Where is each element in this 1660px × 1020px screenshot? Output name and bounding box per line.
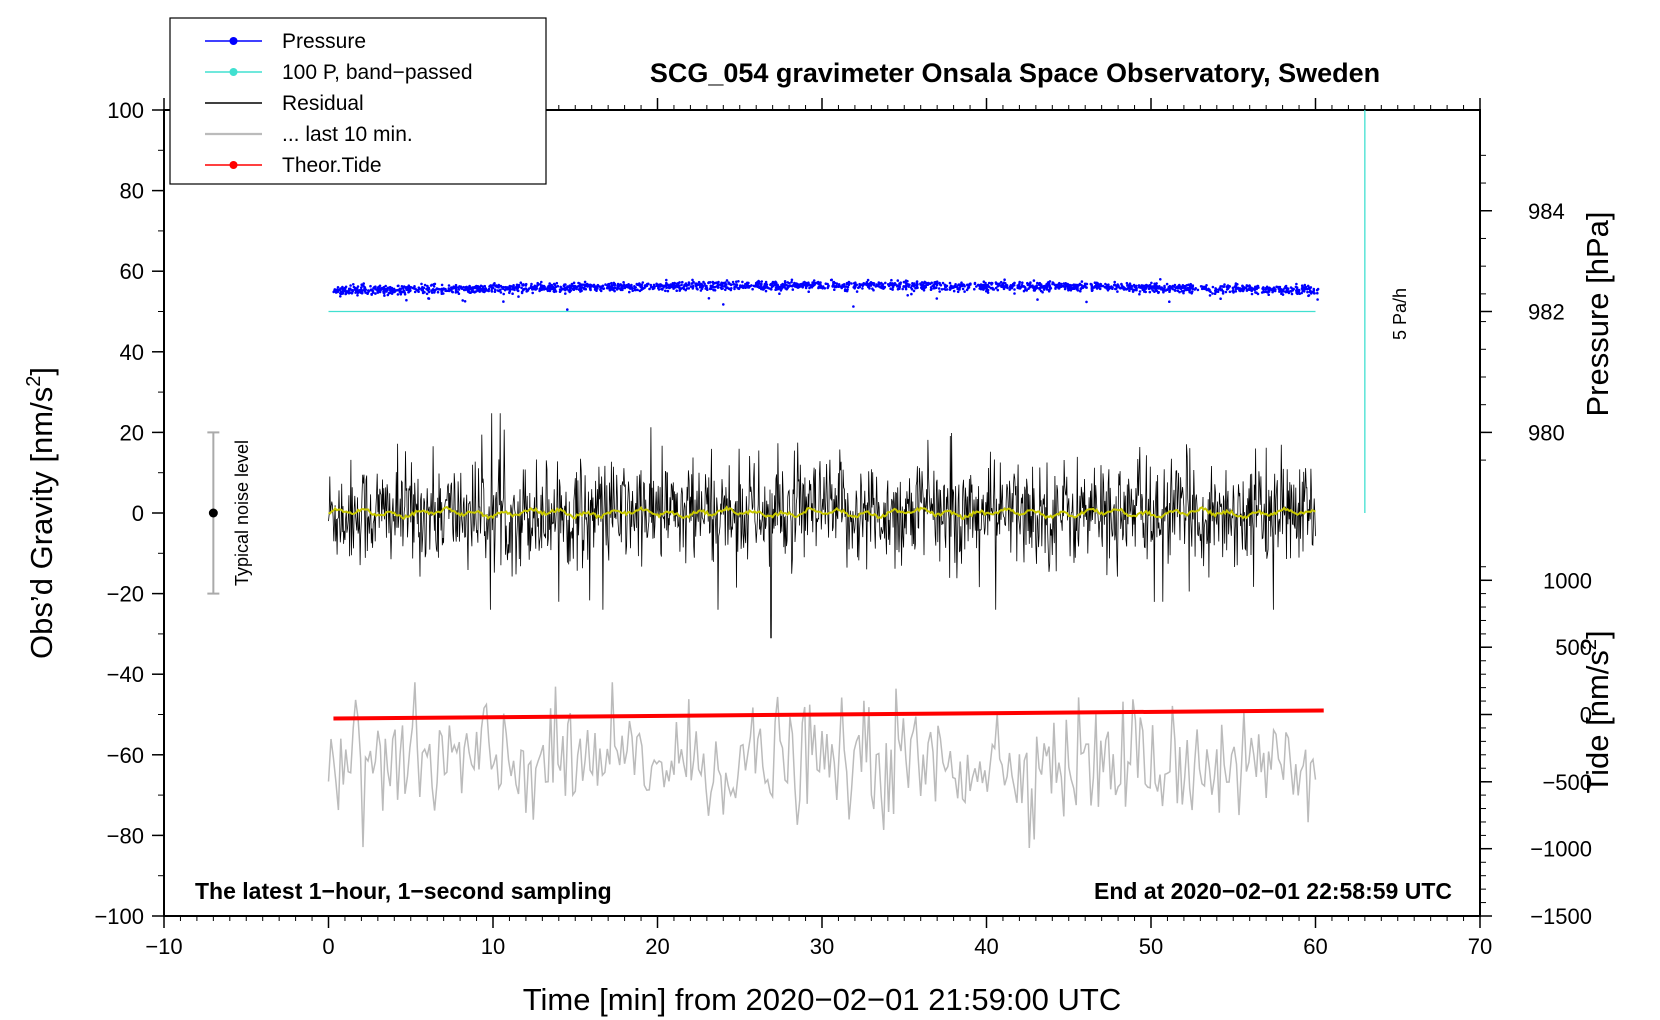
y-axis-label-pressure: Pressure [hPa] xyxy=(1580,211,1615,416)
y-tick-label: −80 xyxy=(107,823,144,848)
x-tick-label: 20 xyxy=(645,934,669,959)
series-residual-smoothed xyxy=(328,505,1316,521)
y-axis-tide: −1500 −1000 −500 0 500 1000 xyxy=(1480,566,1592,929)
x-tick-label: 70 xyxy=(1468,934,1492,959)
y-axis-label-gravity: Obs’d Gravity [nm/s2] xyxy=(23,367,59,659)
x-tick-label: 40 xyxy=(974,934,998,959)
tide-tick-label: −1500 xyxy=(1530,904,1592,929)
chart-title: SCG_054 gravimeter Onsala Space Observat… xyxy=(650,58,1380,88)
y-tick-label: −60 xyxy=(107,743,144,768)
bottom-left-note: The latest 1−hour, 1−second sampling xyxy=(195,878,612,904)
tide-tick-label: 0 xyxy=(1580,703,1592,728)
pressure-tick-label: 982 xyxy=(1528,300,1565,325)
tide-tick-label: −1000 xyxy=(1530,837,1592,862)
y-tick-label: 100 xyxy=(107,98,144,123)
y-tick-label: 20 xyxy=(120,420,144,445)
legend: Pressure 100 P, band−passed Residual ... la… xyxy=(169,17,547,185)
series-residual xyxy=(328,413,1316,639)
pressure-tick-label: 980 xyxy=(1528,420,1565,445)
legend-label: ... last 10 min. xyxy=(282,123,413,146)
y-tick-label: 80 xyxy=(120,179,144,204)
x-tick-label: 50 xyxy=(1139,934,1163,959)
noise-bar-label: Typical noise level xyxy=(232,440,252,586)
x-axis-label: Time [min] from 2020−02−01 21:59:00 UTC xyxy=(523,982,1122,1017)
y-axis-label-tide: Tide [nm/s2] xyxy=(1579,630,1615,793)
x-tick-label: −10 xyxy=(145,934,182,959)
tide-tick-label: 1000 xyxy=(1543,568,1592,593)
y-tick-label: 0 xyxy=(132,501,144,526)
y-tick-label: 40 xyxy=(120,340,144,365)
y-axis-pressure: 980 982 984 xyxy=(1480,154,1565,461)
noise-bar: Typical noise level xyxy=(207,431,252,595)
noise-bar-center xyxy=(208,508,218,518)
legend-label: Theor.Tide xyxy=(282,154,382,177)
legend-swatch-marker xyxy=(229,37,238,45)
series-layer xyxy=(327,277,1324,849)
y-tick-label: 60 xyxy=(120,259,144,284)
y-axis-gravity: −100 −80 −60 −40 −20 0 20 40 60 80 100 xyxy=(94,98,164,929)
x-tick-label: 60 xyxy=(1303,934,1327,959)
tide-tick-label: −500 xyxy=(1542,770,1592,795)
pressure-rate-label: 5 Pa/h xyxy=(1390,288,1410,340)
pressure-tick-label: 984 xyxy=(1528,199,1565,224)
x-tick-label: 0 xyxy=(322,934,334,959)
legend-swatch-marker xyxy=(229,161,238,169)
legend-label: 100 P, band−passed xyxy=(282,61,473,84)
y-tick-label: −40 xyxy=(107,662,144,687)
y-tick-label: −20 xyxy=(107,582,144,607)
series-last-10-min xyxy=(327,682,1317,849)
legend-label: Pressure xyxy=(282,30,366,53)
pressure-rate-bar: 5 Pa/h xyxy=(1364,110,1410,513)
bottom-right-note: End at 2020−02−01 22:58:59 UTC xyxy=(1094,878,1452,904)
x-tick-label: 10 xyxy=(481,934,505,959)
x-tick-label: 30 xyxy=(810,934,834,959)
series-pressure xyxy=(332,277,1320,311)
y-tick-label: −100 xyxy=(94,904,144,929)
legend-box xyxy=(169,17,547,185)
series-theor-tide xyxy=(333,708,1324,721)
x-axis: −10 0 10 20 30 40 50 60 70 xyxy=(145,98,1492,959)
legend-swatch-marker xyxy=(229,68,238,76)
tide-tick-label: 500 xyxy=(1555,635,1592,660)
legend-label: Residual xyxy=(282,92,364,115)
